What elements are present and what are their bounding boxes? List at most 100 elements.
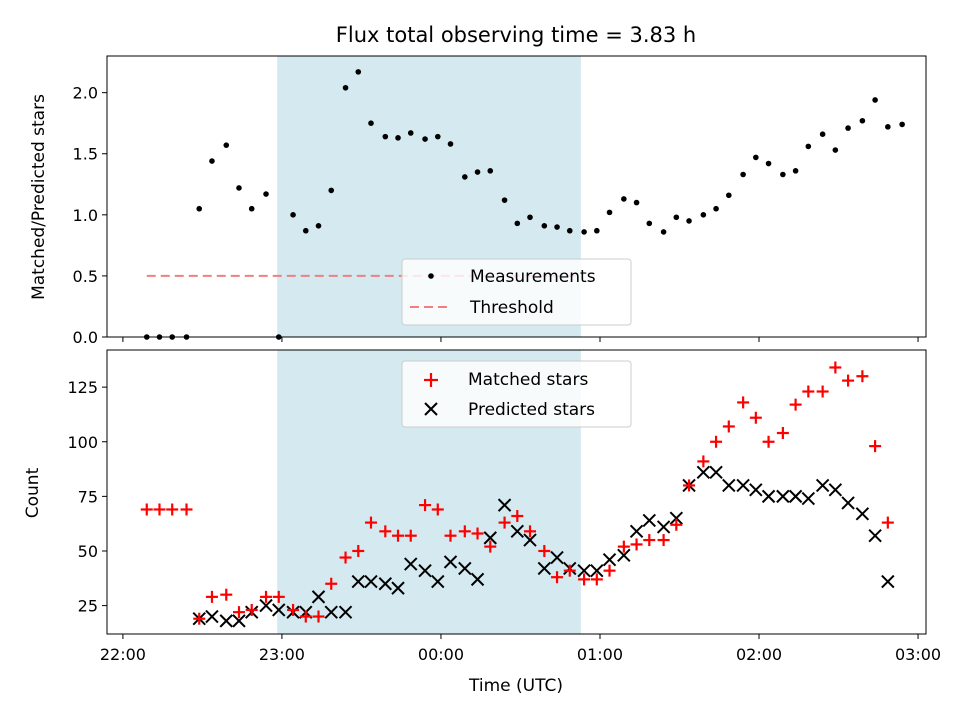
y-tick-label: 100 <box>67 433 98 452</box>
x-tick-label: 02:00 <box>736 645 782 664</box>
measurement-point <box>673 214 680 221</box>
bottom-axes-frame <box>106 349 927 635</box>
measurement-point <box>621 196 627 202</box>
matched-star-point <box>379 525 392 538</box>
top-panel: 0.00.51.01.52.0 Matched/Predicted stars … <box>29 55 927 347</box>
matched-star-point <box>683 479 696 492</box>
matched-star-point <box>220 588 233 601</box>
measurement-point <box>845 125 851 131</box>
measurement-point <box>606 209 613 216</box>
matched-star-point <box>245 603 258 616</box>
measurement-point <box>832 147 839 153</box>
predicted-star-point <box>338 605 353 619</box>
matched-stars-points <box>140 361 894 625</box>
matched-star-point <box>578 573 591 586</box>
matched-star-point <box>511 510 524 523</box>
matched-star-point <box>869 440 882 453</box>
chart-title: Flux total observing time = 3.83 h <box>336 23 696 47</box>
measurement-point <box>447 141 454 147</box>
measurement-point <box>196 205 203 212</box>
matched-star-point <box>776 427 789 440</box>
y-tick-label: 25 <box>78 597 98 616</box>
matched-star-point <box>498 516 511 529</box>
measurement-point <box>554 224 560 230</box>
matched-star-point <box>193 612 206 625</box>
matched-star-point <box>299 610 312 623</box>
measurement-point <box>633 199 640 206</box>
top-x-ticks <box>122 337 919 342</box>
matched-star-point <box>364 516 377 529</box>
measurement-point <box>792 168 799 174</box>
top-y-ticks: 0.0 0.5 1.0 1.5 2.0 <box>73 84 107 347</box>
predicted-star-point <box>656 520 671 534</box>
legend-matched-marker <box>424 373 438 387</box>
matched-star-point <box>829 361 842 374</box>
measurement-point <box>368 120 374 126</box>
measurement-point <box>713 205 719 212</box>
x-tick-label: 01:00 <box>577 645 623 664</box>
matched-star-point <box>590 573 603 586</box>
y-tick-label: 125 <box>67 378 98 397</box>
matched-star-point <box>842 374 855 387</box>
predicted-star-point <box>841 496 855 510</box>
matched-star-point <box>856 370 869 383</box>
predicted-star-point <box>497 498 512 512</box>
x-tick-label: 00:00 <box>418 645 464 664</box>
y-tick-label: 1.5 <box>73 145 98 164</box>
matched-star-point <box>471 527 484 540</box>
matched-star-point <box>392 529 405 542</box>
predicted-star-point <box>669 511 684 525</box>
measurement-point <box>740 171 746 178</box>
measurement-point <box>474 169 481 175</box>
measurement-point <box>753 154 759 161</box>
measurement-point <box>780 171 786 178</box>
measurement-point <box>209 158 215 164</box>
predicted-star-point <box>828 483 843 497</box>
x-tick-label: 03:00 <box>895 645 941 664</box>
matched-star-point <box>737 396 750 409</box>
measurement-point <box>248 205 255 212</box>
predicted-star-point <box>722 478 736 493</box>
y-tick-label: 0.0 <box>73 328 98 347</box>
predicted-star-point <box>855 507 870 521</box>
predicted-star-point <box>788 489 803 504</box>
predicted-star-point <box>868 528 882 543</box>
matched-star-point <box>630 538 643 551</box>
matched-star-point <box>260 590 273 603</box>
legend-threshold-label: Threshold <box>469 298 554 318</box>
measurement-point <box>462 174 468 180</box>
measurement-point <box>765 160 772 167</box>
predicted-star-point <box>510 524 525 539</box>
predicted-star-point <box>311 590 326 604</box>
matched-star-point <box>789 398 802 411</box>
predicted-star-point <box>550 550 564 565</box>
measurement-point <box>660 229 667 235</box>
bottom-y-axis-label: Count <box>23 467 43 518</box>
matched-star-point <box>419 499 432 512</box>
measurement-point <box>290 212 296 218</box>
measurement-point <box>355 69 362 75</box>
matched-star-point <box>232 606 245 619</box>
predicted-star-point <box>749 483 763 497</box>
measurement-point <box>646 220 653 227</box>
predicted-star-point <box>483 531 497 545</box>
matched-star-point <box>563 564 576 577</box>
predicted-star-point <box>642 513 656 528</box>
matched-star-point <box>205 590 218 603</box>
predicted-star-point <box>272 603 286 617</box>
predicted-star-point <box>696 465 711 480</box>
predicted-star-point <box>590 563 604 578</box>
matched-star-point <box>697 455 710 468</box>
matched-star-point <box>272 590 285 603</box>
predicted-star-point <box>881 574 895 589</box>
y-tick-label: 75 <box>78 487 98 506</box>
matched-star-point <box>444 529 457 542</box>
measurement-point <box>885 124 891 130</box>
y-tick-label: 1.0 <box>73 206 98 225</box>
matched-star-point <box>643 534 656 547</box>
measurement-point <box>236 185 242 191</box>
measurement-point <box>407 130 414 136</box>
predicted-star-point <box>458 561 472 576</box>
predicted-star-point <box>602 553 617 567</box>
